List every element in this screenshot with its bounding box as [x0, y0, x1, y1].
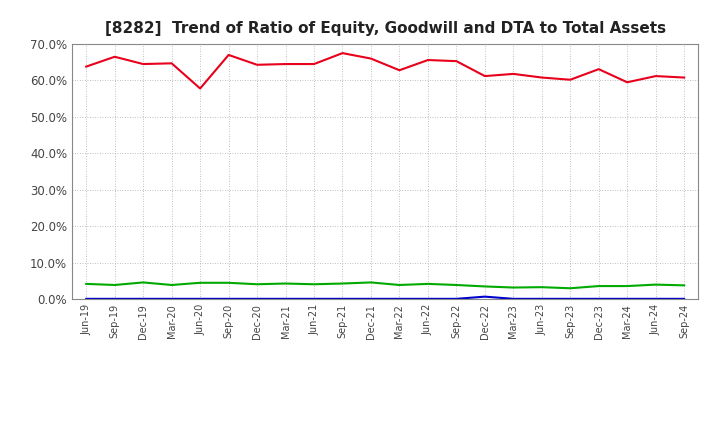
- Goodwill: [395, 296, 404, 301]
- Deferred Tax Assets: [338, 281, 347, 286]
- Deferred Tax Assets: [282, 281, 290, 286]
- Equity: [452, 59, 461, 64]
- Line: Goodwill: Goodwill: [86, 297, 684, 299]
- Goodwill: [310, 296, 318, 301]
- Equity: [338, 51, 347, 56]
- Equity: [110, 54, 119, 59]
- Goodwill: [282, 296, 290, 301]
- Goodwill: [680, 296, 688, 301]
- Goodwill: [225, 296, 233, 301]
- Goodwill: [366, 296, 375, 301]
- Deferred Tax Assets: [623, 283, 631, 289]
- Deferred Tax Assets: [509, 285, 518, 290]
- Deferred Tax Assets: [82, 281, 91, 286]
- Equity: [82, 64, 91, 69]
- Equity: [282, 62, 290, 67]
- Equity: [253, 62, 261, 67]
- Title: [8282]  Trend of Ratio of Equity, Goodwill and DTA to Total Assets: [8282] Trend of Ratio of Equity, Goodwil…: [104, 21, 666, 36]
- Equity: [566, 77, 575, 82]
- Equity: [623, 80, 631, 85]
- Deferred Tax Assets: [167, 282, 176, 288]
- Deferred Tax Assets: [395, 282, 404, 288]
- Equity: [225, 52, 233, 58]
- Deferred Tax Assets: [652, 282, 660, 287]
- Goodwill: [82, 296, 91, 301]
- Equity: [652, 73, 660, 79]
- Equity: [537, 75, 546, 80]
- Goodwill: [423, 296, 432, 301]
- Goodwill: [110, 296, 119, 301]
- Deferred Tax Assets: [423, 281, 432, 286]
- Deferred Tax Assets: [452, 282, 461, 288]
- Goodwill: [595, 296, 603, 301]
- Goodwill: [338, 296, 347, 301]
- Equity: [196, 86, 204, 91]
- Equity: [509, 71, 518, 77]
- Equity: [680, 75, 688, 80]
- Equity: [167, 61, 176, 66]
- Goodwill: [196, 296, 204, 301]
- Equity: [595, 66, 603, 72]
- Legend: Equity, Goodwill, Deferred Tax Assets: Equity, Goodwill, Deferred Tax Assets: [191, 438, 580, 440]
- Goodwill: [509, 296, 518, 301]
- Goodwill: [167, 296, 176, 301]
- Deferred Tax Assets: [225, 280, 233, 286]
- Goodwill: [623, 296, 631, 301]
- Deferred Tax Assets: [566, 286, 575, 291]
- Deferred Tax Assets: [310, 282, 318, 287]
- Line: Deferred Tax Assets: Deferred Tax Assets: [86, 282, 684, 288]
- Deferred Tax Assets: [595, 283, 603, 289]
- Goodwill: [537, 296, 546, 301]
- Equity: [423, 57, 432, 62]
- Equity: [480, 73, 489, 79]
- Goodwill: [253, 296, 261, 301]
- Equity: [366, 56, 375, 61]
- Goodwill: [480, 294, 489, 299]
- Goodwill: [566, 296, 575, 301]
- Equity: [139, 62, 148, 67]
- Deferred Tax Assets: [366, 280, 375, 285]
- Line: Equity: Equity: [86, 53, 684, 88]
- Goodwill: [652, 296, 660, 301]
- Goodwill: [139, 296, 148, 301]
- Deferred Tax Assets: [196, 280, 204, 286]
- Deferred Tax Assets: [110, 282, 119, 288]
- Equity: [310, 62, 318, 67]
- Deferred Tax Assets: [480, 284, 489, 289]
- Goodwill: [452, 296, 461, 301]
- Deferred Tax Assets: [680, 283, 688, 288]
- Deferred Tax Assets: [537, 285, 546, 290]
- Deferred Tax Assets: [253, 282, 261, 287]
- Deferred Tax Assets: [139, 280, 148, 285]
- Equity: [395, 68, 404, 73]
